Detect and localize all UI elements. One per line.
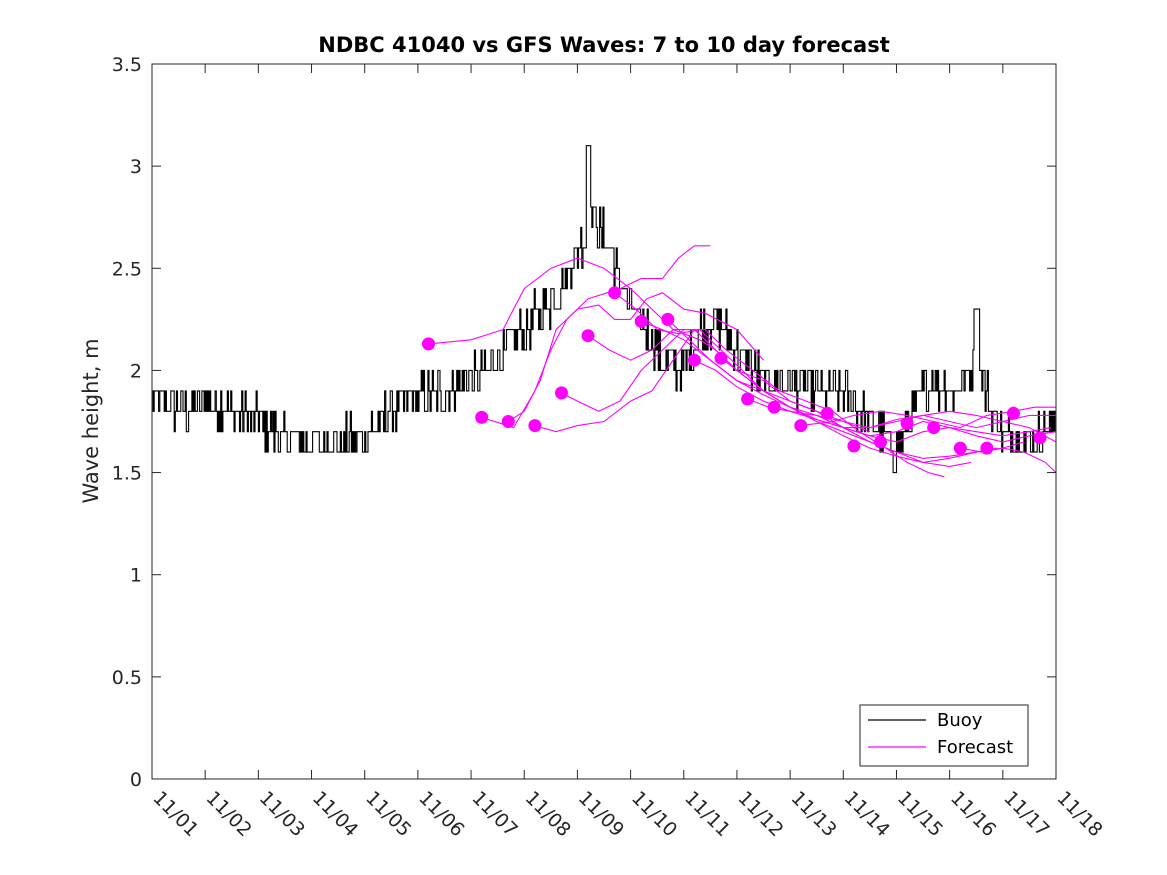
forecast-series-line-1	[428, 257, 716, 351]
plot-clipped	[152, 145, 1056, 478]
forecast-marker	[528, 419, 542, 433]
forecast-marker	[927, 421, 941, 435]
legend-label-buoy: Buoy	[937, 710, 983, 731]
y-tick-label: 3.5	[112, 54, 142, 76]
axes-box	[151, 63, 1057, 780]
forecast-marker	[501, 415, 515, 428]
forecast-marker	[900, 417, 914, 430]
forecast-series-line-8	[641, 320, 1025, 463]
forecast-marker	[980, 441, 994, 455]
forecast-marker	[1033, 431, 1047, 445]
forecast-marker	[608, 286, 622, 300]
forecast-marker	[581, 329, 595, 343]
forecast-series-line-10	[694, 359, 1056, 443]
forecast-marker	[661, 312, 675, 326]
forecast-marker	[422, 337, 435, 351]
forecast-series-line-3	[508, 292, 764, 422]
forecast-series-line-11	[720, 357, 1056, 429]
legend-box	[859, 704, 1029, 767]
forecast-marker	[555, 386, 568, 400]
y-tick-label: 2.5	[112, 258, 142, 280]
forecast-marker	[874, 435, 887, 449]
forecast-series-line-14	[960, 447, 1056, 473]
y-tick-label: 1.5	[112, 463, 142, 485]
forecast-marker	[714, 351, 728, 365]
forecast-marker	[847, 439, 861, 453]
forecast-marker	[953, 441, 967, 455]
forecast-marker	[741, 392, 755, 406]
y-tick-label: 0.5	[112, 667, 142, 689]
buoy-series-line	[152, 145, 1056, 474]
y-tick-label: 2	[130, 360, 142, 382]
forecast-series-line-5	[561, 329, 945, 478]
plot-content	[152, 145, 1056, 478]
y-tick-label: 1	[130, 565, 142, 587]
forecast-marker	[794, 419, 808, 433]
forecast-series-line-12	[747, 398, 1056, 443]
forecast-marker	[475, 410, 489, 424]
forecast-marker	[820, 406, 834, 420]
forecast-marker	[634, 314, 648, 328]
legend: Buoy Forecast	[859, 704, 1029, 767]
forecast-marker	[1007, 406, 1020, 420]
forecast-marker	[767, 400, 781, 414]
y-tick-label: 3	[130, 156, 142, 178]
y-tick-label: 0	[130, 769, 142, 791]
legend-label-forecast: Forecast	[937, 737, 1013, 758]
y-axis-label: Wave height, m	[79, 338, 103, 503]
chart-title: NDBC 41040 vs GFS Waves: 7 to 10 day for…	[318, 33, 889, 57]
forecast-marker	[687, 353, 701, 367]
